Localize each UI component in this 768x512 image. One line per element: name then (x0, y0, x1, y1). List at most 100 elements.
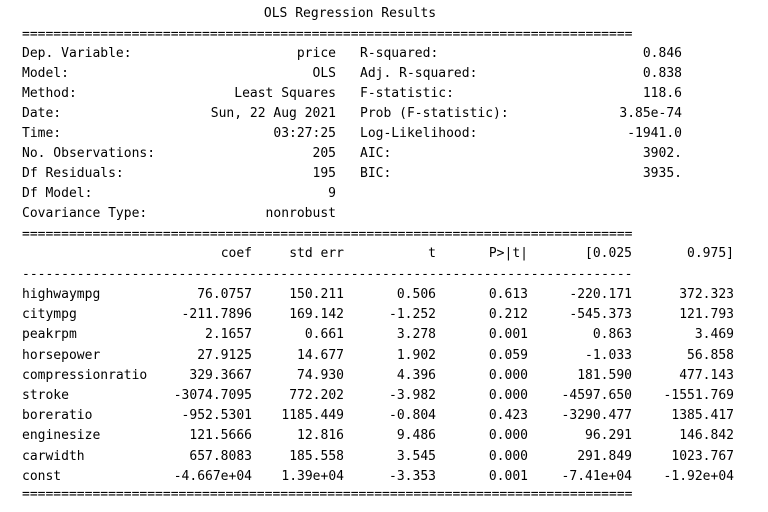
std-err-value: 14.677 (297, 347, 344, 363)
coef-row: peakrpm 2.1657 0.661 3.278 0.001 0.863 3.469 (22, 325, 742, 345)
t-value: -0.804 (389, 408, 436, 424)
double-rule-middle: ========================================… (22, 228, 633, 242)
variable-name: boreratio (22, 408, 93, 424)
variable-name: compressionratio (22, 367, 148, 383)
summary-right-value: 3902. (642, 146, 682, 161)
coef-value: -211.7896 (181, 307, 252, 323)
ci-upper-value: -1.92e+04 (663, 468, 734, 484)
std-err-value: 1.39e+04 (281, 468, 344, 484)
t-value: 1.902 (396, 347, 436, 363)
ci-lower-value: -1.033 (585, 347, 632, 363)
double-rule-bottom: ========================================… (22, 488, 633, 502)
summary-left-label: Covariance Type: (22, 206, 148, 221)
summary-right-label: F-statistic: (360, 86, 454, 101)
coef-value: 2.1657 (205, 327, 252, 343)
summary-left-value: nonrobust (265, 206, 336, 221)
std-err-value: 1185.449 (281, 408, 344, 424)
coef-value: 27.9125 (197, 347, 252, 363)
summary-left-label: Model: (22, 66, 69, 81)
std-err-value: 772.202 (289, 388, 344, 403)
ci-upper-value: 56.858 (687, 347, 734, 363)
std-err-value: 185.558 (289, 448, 344, 464)
ci-lower-value: 0.863 (592, 327, 632, 343)
t-value: 0.506 (396, 287, 436, 302)
coef-row: stroke -3074.7095 772.202 -3.982 0.000 -4597.… (22, 386, 742, 406)
variable-name: const (22, 468, 62, 484)
coef-row: enginesize 121.5666 12.816 9.486 0.000 96.291… (22, 426, 742, 446)
variable-name: enginesize (22, 428, 101, 444)
ci-upper-value: -1551.769 (663, 388, 734, 403)
summary-left-label: Df Model: (22, 186, 93, 201)
ci-lower-value: -4597.650 (561, 388, 632, 403)
header-coef: coef (220, 246, 252, 261)
summary-left-value: price (296, 46, 336, 61)
summary-row: Method: Least Squares F-statistic: 118.6 (22, 84, 742, 104)
summary-right-label: AIC: (360, 146, 392, 161)
t-value: -1.252 (389, 307, 436, 323)
header-t: t (428, 246, 436, 261)
ci-lower-value: 181.590 (577, 367, 632, 383)
p-value: 0.423 (488, 408, 528, 424)
std-err-value: 0.661 (304, 327, 344, 343)
coef-table-header: coef std err t P>|t| [0.025 0.975] (22, 244, 742, 264)
coef-value: 121.5666 (189, 428, 252, 444)
variable-name: highwaympg (22, 287, 101, 302)
std-err-value: 74.930 (297, 367, 344, 383)
coef-row: compressionratio 329.3667 74.930 4.396 0.000… (22, 366, 742, 386)
summary-left-label: Dep. Variable: (22, 46, 132, 61)
coef-row: highwaympg 76.0757 150.211 0.506 0.613 -220.1… (22, 285, 742, 305)
summary-row: Dep. Variable: price R-squared: 0.846 (22, 44, 742, 64)
summary-left-value: Least Squares (234, 86, 336, 101)
summary-right-value: 118.6 (642, 86, 682, 101)
t-value: 9.486 (396, 428, 436, 444)
p-value: 0.212 (488, 307, 528, 323)
variable-name: stroke (22, 388, 69, 403)
std-err-value: 150.211 (289, 287, 344, 302)
summary-row: Df Residuals: 195 BIC: 3935. (22, 164, 742, 184)
p-value: 0.001 (488, 468, 528, 484)
p-value: 0.613 (488, 287, 528, 302)
summary-left-value: 9 (328, 186, 336, 201)
coef-row: citympg -211.7896 169.142 -1.252 0.212 -545.3… (22, 305, 742, 325)
coef-row: horsepower 27.9125 14.677 1.902 0.059 -1.033 5… (22, 346, 742, 366)
double-rule-top: ========================================… (22, 28, 633, 42)
summary-left-label: Date: (22, 106, 62, 121)
p-value: 0.059 (488, 347, 528, 363)
variable-name: horsepower (22, 347, 101, 363)
t-value: 4.396 (396, 367, 436, 383)
p-value: 0.000 (488, 428, 528, 444)
header-ci-upper: 0.975] (687, 246, 734, 261)
ci-upper-value: 1385.417 (671, 408, 734, 424)
summary-left-value: Sun, 22 Aug 2021 (210, 106, 336, 121)
t-value: 3.278 (396, 327, 436, 343)
coef-value: -4.667e+04 (173, 468, 252, 484)
summary-left-label: Time: (22, 126, 62, 141)
summary-right-label: Prob (F-statistic): (360, 106, 509, 121)
ci-lower-value: 291.849 (577, 448, 632, 464)
ci-upper-value: 477.143 (679, 367, 734, 383)
variable-name: peakrpm (22, 327, 77, 343)
header-std-err: std err (289, 246, 344, 261)
summary-left-label: No. Observations: (22, 146, 156, 161)
ci-upper-value: 1023.767 (671, 448, 734, 464)
variable-name: citympg (22, 307, 77, 323)
coef-value: -3074.7095 (173, 388, 252, 403)
coef-value: -952.5301 (181, 408, 252, 424)
p-value: 0.001 (488, 327, 528, 343)
coef-row: carwidth 657.8083 185.558 3.545 0.000 291.849… (22, 447, 742, 467)
summary-right-value: -1941.0 (627, 126, 682, 141)
single-rule: ----------------------------------------… (22, 268, 633, 282)
coef-value: 76.0757 (197, 287, 252, 302)
summary-right-value: 0.846 (642, 46, 682, 61)
results-title: OLS Regression Results (263, 6, 437, 21)
summary-left-value: 195 (312, 166, 336, 181)
summary-left-value: 03:27:25 (273, 126, 336, 141)
ci-lower-value: 96.291 (585, 428, 632, 444)
summary-right-value: 3935. (642, 166, 682, 181)
std-err-value: 12.816 (297, 428, 344, 444)
summary-right-label: BIC: (360, 166, 392, 181)
ci-lower-value: -545.373 (569, 307, 632, 323)
t-value: -3.982 (389, 388, 436, 403)
summary-row: Df Model: 9 (22, 184, 742, 204)
summary-left-label: Method: (22, 86, 77, 101)
